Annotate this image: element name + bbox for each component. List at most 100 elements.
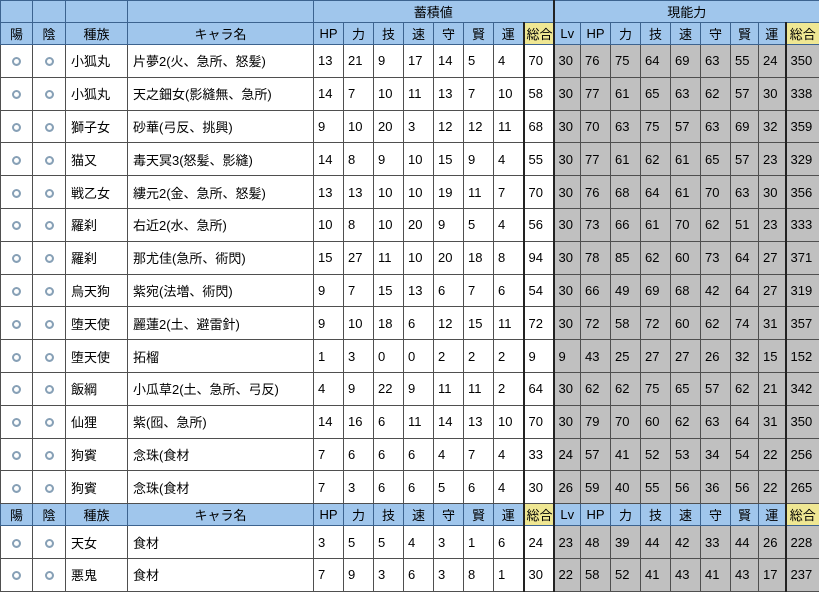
yin-radio[interactable]: [45, 353, 54, 362]
yang-radio[interactable]: [12, 539, 21, 548]
table-row: 小狐丸 片夢2(火、急所、怒髪) 13 21 9 17 14 5 4 70 30…: [1, 45, 819, 78]
cell-lv: 30: [554, 110, 581, 143]
yin-radio[interactable]: [45, 221, 54, 230]
cell-acc-spd: 10: [404, 241, 434, 274]
header-lv: Lv: [554, 23, 581, 45]
cell-yang: [1, 208, 33, 241]
yang-radio[interactable]: [12, 320, 21, 329]
cell-lv: 30: [554, 77, 581, 110]
yin-radio[interactable]: [45, 57, 54, 66]
yang-radio[interactable]: [12, 571, 21, 580]
cell-cur-str: 58: [611, 307, 641, 340]
yang-radio[interactable]: [12, 123, 21, 132]
cell-cur-skill: 64: [641, 176, 671, 209]
header-lv: Lv: [554, 504, 581, 526]
yin-radio[interactable]: [45, 571, 54, 580]
cell-acc-str: 5: [344, 526, 374, 559]
yang-radio[interactable]: [12, 451, 21, 460]
yang-radio[interactable]: [12, 287, 21, 296]
cell-cur-str: 62: [611, 372, 641, 405]
cell-acc-hp: 15: [314, 241, 344, 274]
yang-radio[interactable]: [12, 254, 21, 263]
cell-name: 片夢2(火、急所、怒髪): [128, 45, 314, 78]
cell-yang: [1, 526, 33, 559]
cell-acc-luck: 8: [494, 241, 524, 274]
cell-cur-hp: 43: [581, 340, 611, 373]
group-header-current: 現能力: [554, 1, 819, 23]
cell-cur-def: 73: [701, 241, 731, 274]
cell-yin: [33, 110, 66, 143]
cell-cur-wis: 44: [731, 526, 759, 559]
yin-radio[interactable]: [45, 123, 54, 132]
yin-radio[interactable]: [45, 451, 54, 460]
header-cur-spd: 速: [671, 23, 701, 45]
yin-radio[interactable]: [45, 385, 54, 394]
cell-cur-skill: 64: [641, 45, 671, 78]
yin-radio[interactable]: [45, 320, 54, 329]
cell-yang: [1, 372, 33, 405]
cell-cur-str: 68: [611, 176, 641, 209]
cell-acc-hp: 4: [314, 372, 344, 405]
cell-cur-hp: 48: [581, 526, 611, 559]
cell-acc-luck: 2: [494, 340, 524, 373]
yang-radio[interactable]: [12, 90, 21, 99]
yang-radio[interactable]: [12, 484, 21, 493]
yin-radio[interactable]: [45, 287, 54, 296]
cell-acc-str: 7: [344, 274, 374, 307]
cell-acc-hp: 14: [314, 143, 344, 176]
yin-radio[interactable]: [45, 484, 54, 493]
header-name: キャラ名: [128, 504, 314, 526]
yin-radio[interactable]: [45, 254, 54, 263]
yin-radio[interactable]: [45, 539, 54, 548]
cell-name: 毒天冥3(怒髪、影縫): [128, 143, 314, 176]
cell-cur-spd: 27: [671, 340, 701, 373]
cell-cur-wis: 54: [731, 438, 759, 471]
cell-cur-spd: 53: [671, 438, 701, 471]
cell-cur-luck: 21: [759, 372, 786, 405]
header-cur-wis: 賢: [731, 23, 759, 45]
cell-cur-spd: 60: [671, 307, 701, 340]
cell-acc-str: 10: [344, 110, 374, 143]
cell-cur-skill: 62: [641, 143, 671, 176]
cell-name: 念珠(食材: [128, 438, 314, 471]
cell-acc-spd: 6: [404, 558, 434, 591]
cell-cur-hp: 72: [581, 307, 611, 340]
yang-radio[interactable]: [12, 156, 21, 165]
header-acc-hp: HP: [314, 504, 344, 526]
cell-cur-skill: 61: [641, 208, 671, 241]
cell-cur-luck: 24: [759, 45, 786, 78]
table-row: 堕天使 麗蓮2(土、避雷針) 9 10 18 6 12 15 11 72 30 …: [1, 307, 819, 340]
yang-radio[interactable]: [12, 353, 21, 362]
cell-acc-str: 3: [344, 471, 374, 504]
cell-cur-def: 63: [701, 45, 731, 78]
cell-acc-def: 2: [434, 340, 464, 373]
cell-cur-wis: 56: [731, 471, 759, 504]
yin-radio[interactable]: [45, 90, 54, 99]
cell-acc-luck: 4: [494, 471, 524, 504]
cell-cur-wis: 57: [731, 143, 759, 176]
cell-cur-hp: 57: [581, 438, 611, 471]
cell-cur-hp: 77: [581, 143, 611, 176]
yin-radio[interactable]: [45, 189, 54, 198]
cell-cur-spd: 61: [671, 176, 701, 209]
cell-cur-luck: 31: [759, 307, 786, 340]
cell-lv: 23: [554, 526, 581, 559]
cell-cur-wis: 62: [731, 372, 759, 405]
cell-acc-skill: 5: [374, 526, 404, 559]
yang-radio[interactable]: [12, 221, 21, 230]
yin-radio[interactable]: [45, 418, 54, 427]
cell-name: 紫(囮、急所): [128, 405, 314, 438]
cell-cur-total: 350: [786, 45, 819, 78]
cell-acc-spd: 3: [404, 110, 434, 143]
yang-radio[interactable]: [12, 189, 21, 198]
cell-acc-str: 27: [344, 241, 374, 274]
cell-acc-total: 94: [524, 241, 554, 274]
header-acc-luck: 運: [494, 23, 524, 45]
cell-acc-wis: 1: [464, 526, 494, 559]
cell-cur-total: 256: [786, 438, 819, 471]
cell-yin: [33, 176, 66, 209]
yang-radio[interactable]: [12, 385, 21, 394]
yang-radio[interactable]: [12, 57, 21, 66]
yang-radio[interactable]: [12, 418, 21, 427]
yin-radio[interactable]: [45, 156, 54, 165]
